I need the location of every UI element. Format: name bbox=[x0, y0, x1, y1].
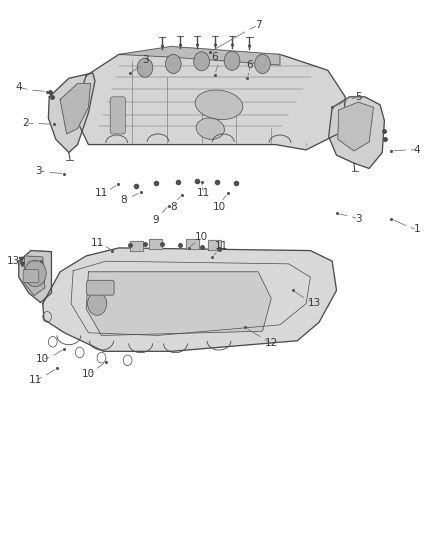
Text: 11: 11 bbox=[215, 241, 228, 252]
Polygon shape bbox=[48, 73, 95, 152]
Text: 12: 12 bbox=[265, 338, 278, 349]
Circle shape bbox=[254, 54, 270, 74]
Polygon shape bbox=[328, 97, 385, 168]
Text: 10: 10 bbox=[36, 354, 49, 364]
Text: 8: 8 bbox=[120, 195, 127, 205]
Polygon shape bbox=[86, 272, 271, 335]
Circle shape bbox=[194, 52, 209, 71]
Text: 6: 6 bbox=[212, 52, 218, 62]
Text: 3: 3 bbox=[142, 55, 148, 64]
Text: 4: 4 bbox=[15, 82, 22, 92]
Ellipse shape bbox=[196, 118, 224, 139]
Text: 2: 2 bbox=[22, 118, 28, 128]
Text: 4: 4 bbox=[414, 145, 420, 155]
FancyBboxPatch shape bbox=[110, 97, 125, 134]
Text: 11: 11 bbox=[29, 375, 42, 385]
Polygon shape bbox=[208, 240, 221, 249]
Polygon shape bbox=[19, 251, 51, 303]
Polygon shape bbox=[149, 239, 162, 249]
Circle shape bbox=[137, 58, 153, 77]
Polygon shape bbox=[186, 239, 199, 249]
Text: 6: 6 bbox=[246, 60, 253, 70]
Text: 7: 7 bbox=[255, 20, 261, 30]
Text: 9: 9 bbox=[152, 215, 159, 225]
Polygon shape bbox=[73, 54, 345, 150]
FancyBboxPatch shape bbox=[87, 280, 114, 295]
Circle shape bbox=[88, 292, 107, 316]
Polygon shape bbox=[43, 248, 336, 351]
Ellipse shape bbox=[195, 90, 243, 119]
Text: 10: 10 bbox=[212, 202, 226, 212]
FancyBboxPatch shape bbox=[23, 270, 39, 282]
Text: 1: 1 bbox=[414, 224, 420, 235]
Circle shape bbox=[224, 51, 240, 70]
Text: 10: 10 bbox=[82, 369, 95, 378]
Polygon shape bbox=[338, 102, 374, 151]
Text: 8: 8 bbox=[170, 202, 177, 212]
Circle shape bbox=[166, 54, 181, 74]
Text: 3: 3 bbox=[35, 166, 42, 176]
Text: 13: 13 bbox=[308, 297, 321, 308]
Polygon shape bbox=[60, 84, 91, 134]
Text: 11: 11 bbox=[95, 188, 108, 198]
Text: 11: 11 bbox=[91, 238, 104, 248]
Text: 3: 3 bbox=[355, 214, 362, 224]
Text: 13: 13 bbox=[7, 256, 20, 266]
Polygon shape bbox=[119, 46, 280, 65]
Polygon shape bbox=[130, 241, 143, 251]
Text: 5: 5 bbox=[355, 92, 362, 102]
Circle shape bbox=[25, 260, 46, 287]
Text: 10: 10 bbox=[195, 232, 208, 243]
Text: 11: 11 bbox=[197, 188, 210, 198]
Polygon shape bbox=[24, 256, 45, 296]
